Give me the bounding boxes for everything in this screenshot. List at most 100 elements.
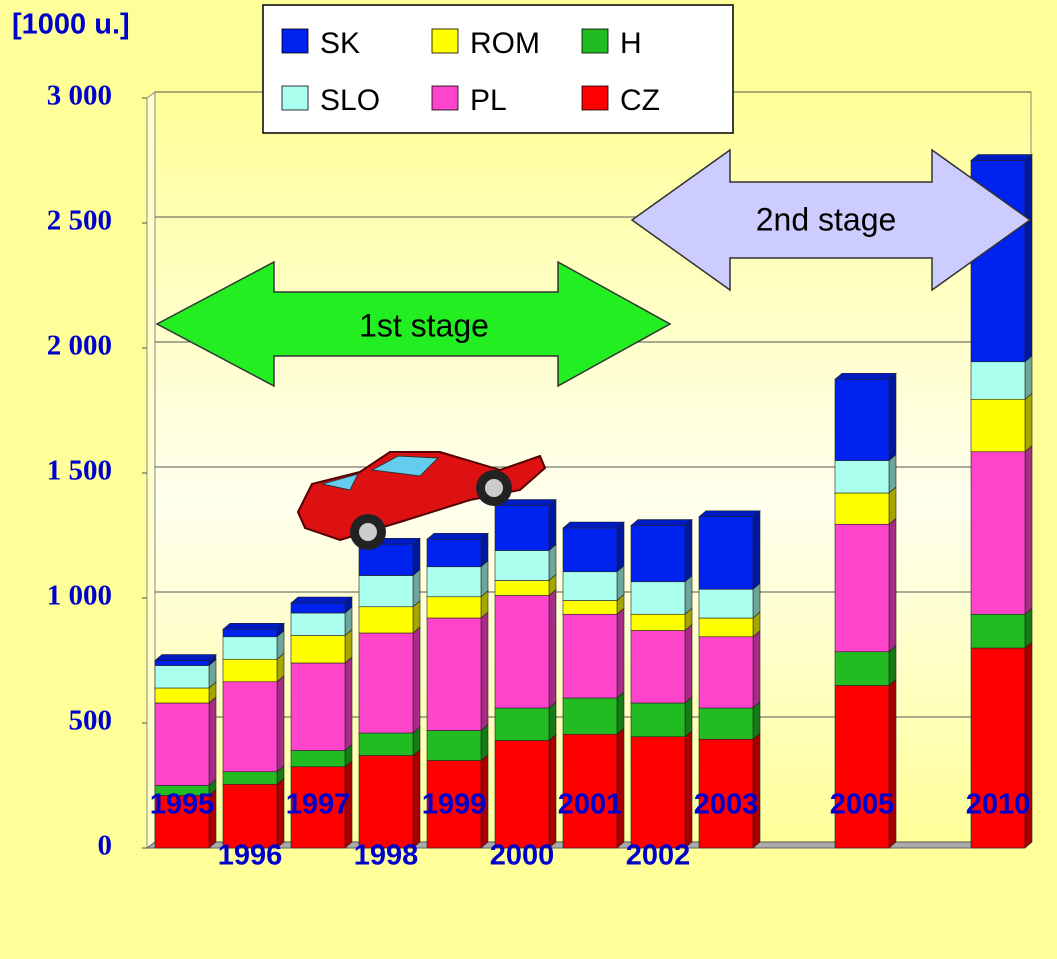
bar-top [970,154,1033,161]
bar-segment [834,651,890,686]
bar-segment [698,636,754,709]
bar-segment [630,525,686,583]
bar-side [1024,355,1033,400]
bar-top [154,654,217,661]
x-tick-label: 2005 [830,789,895,821]
bar-segment [426,596,482,619]
bar-side [344,656,353,752]
bar-side [684,623,693,704]
bar-side [752,701,761,740]
bar-segment [562,600,618,615]
bar-side [480,611,489,732]
bar-segment [222,771,278,785]
bar-segment [358,575,414,608]
bar-top [630,519,693,526]
bar-segment [222,658,278,683]
x-tick-label: 1996 [218,840,283,872]
legend-label: H [620,27,642,60]
y-tick-label: 3 000 [47,80,112,112]
bar-segment [562,613,618,699]
legend: CZ H PL ROM SLO SK [262,4,734,134]
x-tick-label: 1999 [422,789,487,821]
bar-segment [358,732,414,756]
bar-segment [494,580,550,596]
bar-segment [698,738,754,849]
bar-segment [494,595,550,709]
y-tick-label: 2 000 [47,330,112,362]
annotation: 2nd stage [756,201,897,237]
bar-side [548,498,557,552]
bar-segment [290,602,346,614]
bar-side [208,696,217,787]
bar-side [888,678,897,849]
bar-side [888,486,897,525]
bar-side [752,630,761,709]
bar-side [412,626,421,734]
bar-side [548,733,557,849]
legend-swatch [581,28,609,54]
arrow-1st-stage: 1st stage [155,260,672,388]
y-tick-label: 2 500 [47,205,112,237]
bar-segment [154,795,210,849]
bar-segment [290,635,346,664]
bar-side [684,575,693,615]
x-tick-label: 2001 [558,789,623,821]
bar-side [1024,445,1033,615]
bar-segment [970,647,1026,849]
bar-segment [426,760,482,849]
bar-segment [834,523,890,653]
y-tick-label: 0 [98,830,113,862]
bar-segment [834,378,890,461]
legend-swatch [281,85,309,111]
bar-segment [698,516,754,590]
x-tick-label: 2010 [966,789,1031,821]
car-illustration [296,451,547,550]
bar-segment [834,685,890,849]
legend-label: ROM [470,27,540,60]
legend-label: CZ [620,84,660,117]
bar-segment [154,660,210,666]
bar-side [548,701,557,742]
bar-side [888,372,897,462]
y-tick-label: 500 [69,705,113,737]
bar-side [412,568,421,608]
bar-top [222,622,285,630]
bar-segment [290,766,346,849]
bar-segment [630,702,686,738]
annotation: 1st stage [359,307,489,343]
y-axis-label: [1000 u.] [12,9,130,41]
arrow-2nd-stage: 2nd stage [630,148,1032,292]
x-tick-label: 1997 [286,789,351,821]
bar-side [888,645,897,687]
bars [154,153,1033,849]
bar-segment [222,636,278,660]
legend-label: SK [320,27,360,60]
bar-segment [358,606,414,634]
bar-side [684,518,693,583]
bar-side [616,521,625,573]
bar-top [426,532,489,540]
bar-segment [426,566,482,598]
bar-segment [698,707,754,740]
bar-top [290,596,353,604]
bar-segment [562,571,618,601]
bar-segment [630,736,686,849]
bar-side [548,588,557,709]
bar-side [276,777,285,849]
bar-side [616,691,625,735]
bar-segment [630,581,686,615]
bar-side [1024,607,1033,649]
y-tick-label: 1 500 [47,455,112,487]
bar-side [684,730,693,849]
legend-swatch [281,28,309,54]
bar-side [1024,153,1033,363]
bar-side [412,537,421,577]
bar-segment [426,538,482,568]
bar-segment [154,665,210,689]
bar-segment [494,707,550,741]
bar-segment [630,630,686,704]
bar-segment [222,628,278,638]
bar-segment [290,750,346,768]
bar-segment [970,361,1026,400]
